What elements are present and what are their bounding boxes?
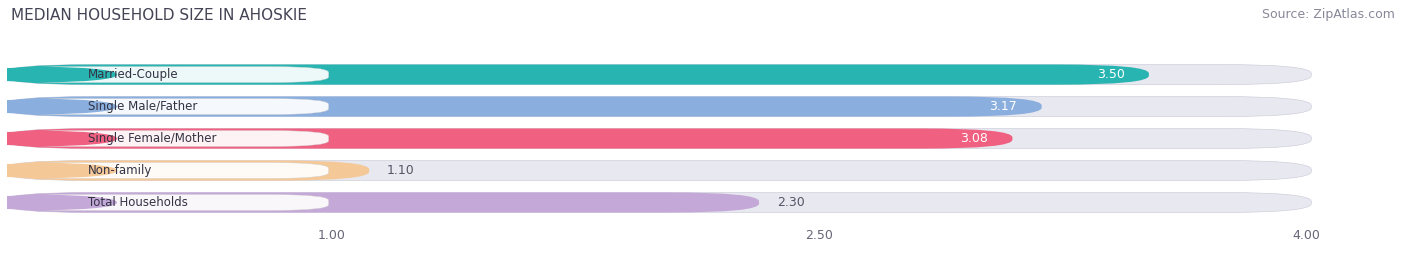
Text: Total Households: Total Households — [89, 196, 188, 209]
Text: Single Female/Mother: Single Female/Mother — [89, 132, 217, 145]
Circle shape — [0, 196, 117, 209]
FancyBboxPatch shape — [14, 98, 329, 115]
FancyBboxPatch shape — [3, 160, 370, 180]
Text: Source: ZipAtlas.com: Source: ZipAtlas.com — [1261, 8, 1395, 21]
FancyBboxPatch shape — [14, 67, 329, 83]
Text: 1.10: 1.10 — [387, 164, 415, 177]
Text: MEDIAN HOUSEHOLD SIZE IN AHOSKIE: MEDIAN HOUSEHOLD SIZE IN AHOSKIE — [11, 8, 308, 23]
Circle shape — [0, 132, 117, 146]
FancyBboxPatch shape — [3, 97, 1312, 117]
Circle shape — [0, 68, 117, 82]
FancyBboxPatch shape — [3, 129, 1012, 148]
FancyBboxPatch shape — [3, 65, 1312, 85]
Text: Non-family: Non-family — [89, 164, 153, 177]
Text: Married-Couple: Married-Couple — [89, 68, 179, 81]
Circle shape — [0, 100, 117, 114]
FancyBboxPatch shape — [3, 97, 1042, 117]
FancyBboxPatch shape — [3, 160, 1312, 180]
Text: 3.17: 3.17 — [990, 100, 1018, 113]
Text: 3.08: 3.08 — [960, 132, 988, 145]
FancyBboxPatch shape — [14, 194, 329, 210]
FancyBboxPatch shape — [14, 162, 329, 179]
FancyBboxPatch shape — [3, 65, 1149, 85]
Text: 3.50: 3.50 — [1097, 68, 1125, 81]
FancyBboxPatch shape — [3, 129, 1312, 148]
FancyBboxPatch shape — [3, 192, 759, 213]
FancyBboxPatch shape — [3, 192, 1312, 213]
FancyBboxPatch shape — [14, 130, 329, 147]
Circle shape — [0, 164, 117, 178]
Text: Single Male/Father: Single Male/Father — [89, 100, 198, 113]
Text: 2.30: 2.30 — [778, 196, 804, 209]
